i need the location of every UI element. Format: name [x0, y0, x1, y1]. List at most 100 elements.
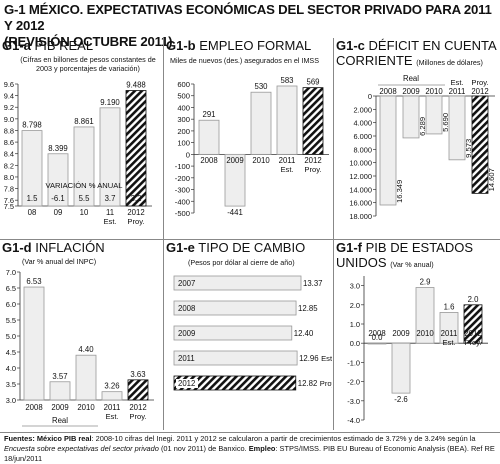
- bar: [73, 126, 95, 207]
- x-tick-note: Proy.: [471, 78, 488, 87]
- bar-value-label: 291: [202, 110, 215, 119]
- bar-value-label: 12.96: [299, 354, 319, 363]
- x-tick-label: 2010: [252, 156, 270, 165]
- x-tick-label: 08: [28, 208, 37, 217]
- y-tick-label: 4.5: [6, 348, 16, 357]
- footer-text: : 2008-10 cifras del Inegi. 2011 y 2012 …: [91, 434, 476, 443]
- chart-empleo-formal: 600 500 400 300 200 100 0 -100 -200 -300 -400 -500 2…: [175, 76, 329, 218]
- y-tick-label: 3.5: [6, 380, 16, 389]
- x-tick-note: Proy.: [464, 338, 481, 347]
- y-tick-label: 7.6: [4, 196, 14, 205]
- x-tick-label: 2012: [464, 329, 481, 338]
- panel-title-line2: CORRIENTE (Millones de dólares): [336, 53, 483, 68]
- y-tick-label: 7.5: [4, 202, 14, 211]
- y-tick-label: 6.5: [6, 284, 16, 293]
- variation-value: 1.5: [27, 194, 39, 203]
- y-tick-label: 3.0: [350, 282, 360, 291]
- y-tick-label: 10.000: [349, 159, 372, 168]
- y-tick-label: 8.2: [4, 161, 14, 170]
- x-tick-label: 2011: [279, 156, 296, 165]
- panel-empleo-formal: G1-b EMPLEO FORMAL Miles de nuevos (des.…: [166, 38, 332, 238]
- y-tick-label: 6.0: [6, 300, 16, 309]
- figure-title-text: MÉXICO. EXPECTATIVAS ECONÓMICAS DEL SECT…: [4, 2, 492, 33]
- bar-value-label: 3.26: [104, 382, 119, 391]
- y-tick-label: 9.2: [4, 103, 14, 112]
- bar: [173, 300, 297, 316]
- y-tick-label: 4.000: [354, 119, 373, 128]
- bar: [425, 95, 443, 135]
- y-tick-label: 2.0: [350, 301, 360, 310]
- panel-title: G1-b EMPLEO FORMAL: [166, 38, 312, 53]
- y-tick-label: 300: [177, 115, 190, 124]
- y-tick-label: 500: [177, 92, 190, 101]
- bar-value-label: 2.0: [468, 295, 480, 304]
- bar: [224, 153, 246, 207]
- bar-value-label: 3.57: [52, 372, 67, 381]
- panel-title-line2: UNIDOS (Var % anual): [336, 255, 434, 270]
- bar: [302, 87, 324, 155]
- bar: [23, 286, 45, 401]
- x-tick-note: Proy.: [320, 379, 332, 388]
- bar: [173, 375, 297, 391]
- bar: [250, 91, 272, 155]
- bar-value-label: 569: [306, 78, 319, 87]
- y-tick-label: 9.4: [4, 92, 14, 101]
- y-tick-label: 8.000: [354, 145, 373, 154]
- bar-value-label: 9.573: [464, 139, 473, 158]
- x-tick-label: 2012: [127, 208, 144, 217]
- x-tick-label: 2009: [51, 403, 68, 412]
- y-tick-label: 16.000: [349, 199, 372, 208]
- y-tick-label: -500: [175, 209, 190, 218]
- bar: [439, 312, 459, 344]
- bar-value-label: 4.40: [78, 345, 94, 354]
- footer-empleo-label: Empleo: [248, 444, 276, 453]
- panel-deficit: G1-c DÉFICIT EN CUENTA CORRIENTE (Millon…: [336, 38, 498, 238]
- y-tick-label: 4.0: [6, 364, 16, 373]
- bar: [21, 130, 43, 207]
- label-background: [176, 379, 198, 388]
- chart-pib-eu: -4.0 -3.0 -2.0 -1.0 0.0 1.0 2.0 3.0 0.0 -2.6 2.9 1.…: [347, 276, 488, 425]
- x-tick-note: Proy.: [129, 412, 146, 421]
- bar: [415, 287, 435, 344]
- y-tick-label: 0: [186, 150, 190, 159]
- y-tick-label: 5.0: [6, 332, 16, 341]
- x-tick-note: Est.: [321, 354, 332, 363]
- variation-value: -6.1: [51, 194, 64, 203]
- bar-value-label: 2.9: [420, 278, 431, 287]
- bar-value-label: 530: [254, 82, 268, 91]
- footer-pib-label: México PIB real: [36, 434, 92, 443]
- y-tick-label: 400: [177, 103, 190, 112]
- bar: [391, 342, 411, 394]
- bar: [367, 342, 387, 345]
- x-tick-note: Est.: [105, 412, 118, 421]
- y-tick-label: 2009: [178, 329, 195, 338]
- y-tick-label: 8.0: [4, 173, 14, 182]
- bar: [276, 85, 298, 155]
- y-tick-label: -100: [175, 162, 190, 171]
- bar: [173, 350, 298, 366]
- bar: [127, 379, 149, 401]
- y-tick-label: -2.0: [347, 378, 360, 387]
- figure-title: G-1 MÉXICO. EXPECTATIVAS ECONÓMICAS DEL …: [4, 2, 496, 50]
- y-tick-label: 8.4: [4, 150, 14, 159]
- group-label: Real: [52, 416, 68, 425]
- panel-subtitle: (Pesos por dólar al cierre de año): [188, 258, 295, 267]
- variation-value: 5.5: [79, 194, 91, 203]
- bar-value-label: -2.6: [394, 395, 407, 404]
- footer-text: (01 nov 2011) de Banxico.: [160, 444, 247, 453]
- separator: [333, 38, 334, 253]
- separator: [0, 432, 500, 433]
- x-tick-label: 11: [106, 208, 114, 217]
- bar: [379, 95, 397, 206]
- y-tick-label: -400: [175, 197, 190, 206]
- bar-value-label: 6.53: [26, 277, 41, 286]
- group-label: Real: [403, 74, 419, 83]
- panel-tipo-cambio: G1-e TIPO DE CAMBIO (Pesos por dólar al …: [166, 240, 332, 432]
- x-tick-label: 2010: [416, 329, 434, 338]
- y-tick-label: 1.0: [350, 320, 360, 329]
- y-tick-label: 12.000: [349, 172, 372, 181]
- y-tick-label: -200: [175, 174, 190, 183]
- y-tick-label: 7.8: [4, 185, 14, 194]
- variation-value: 3.7: [105, 194, 116, 203]
- variation-value: 3.2: [131, 194, 142, 203]
